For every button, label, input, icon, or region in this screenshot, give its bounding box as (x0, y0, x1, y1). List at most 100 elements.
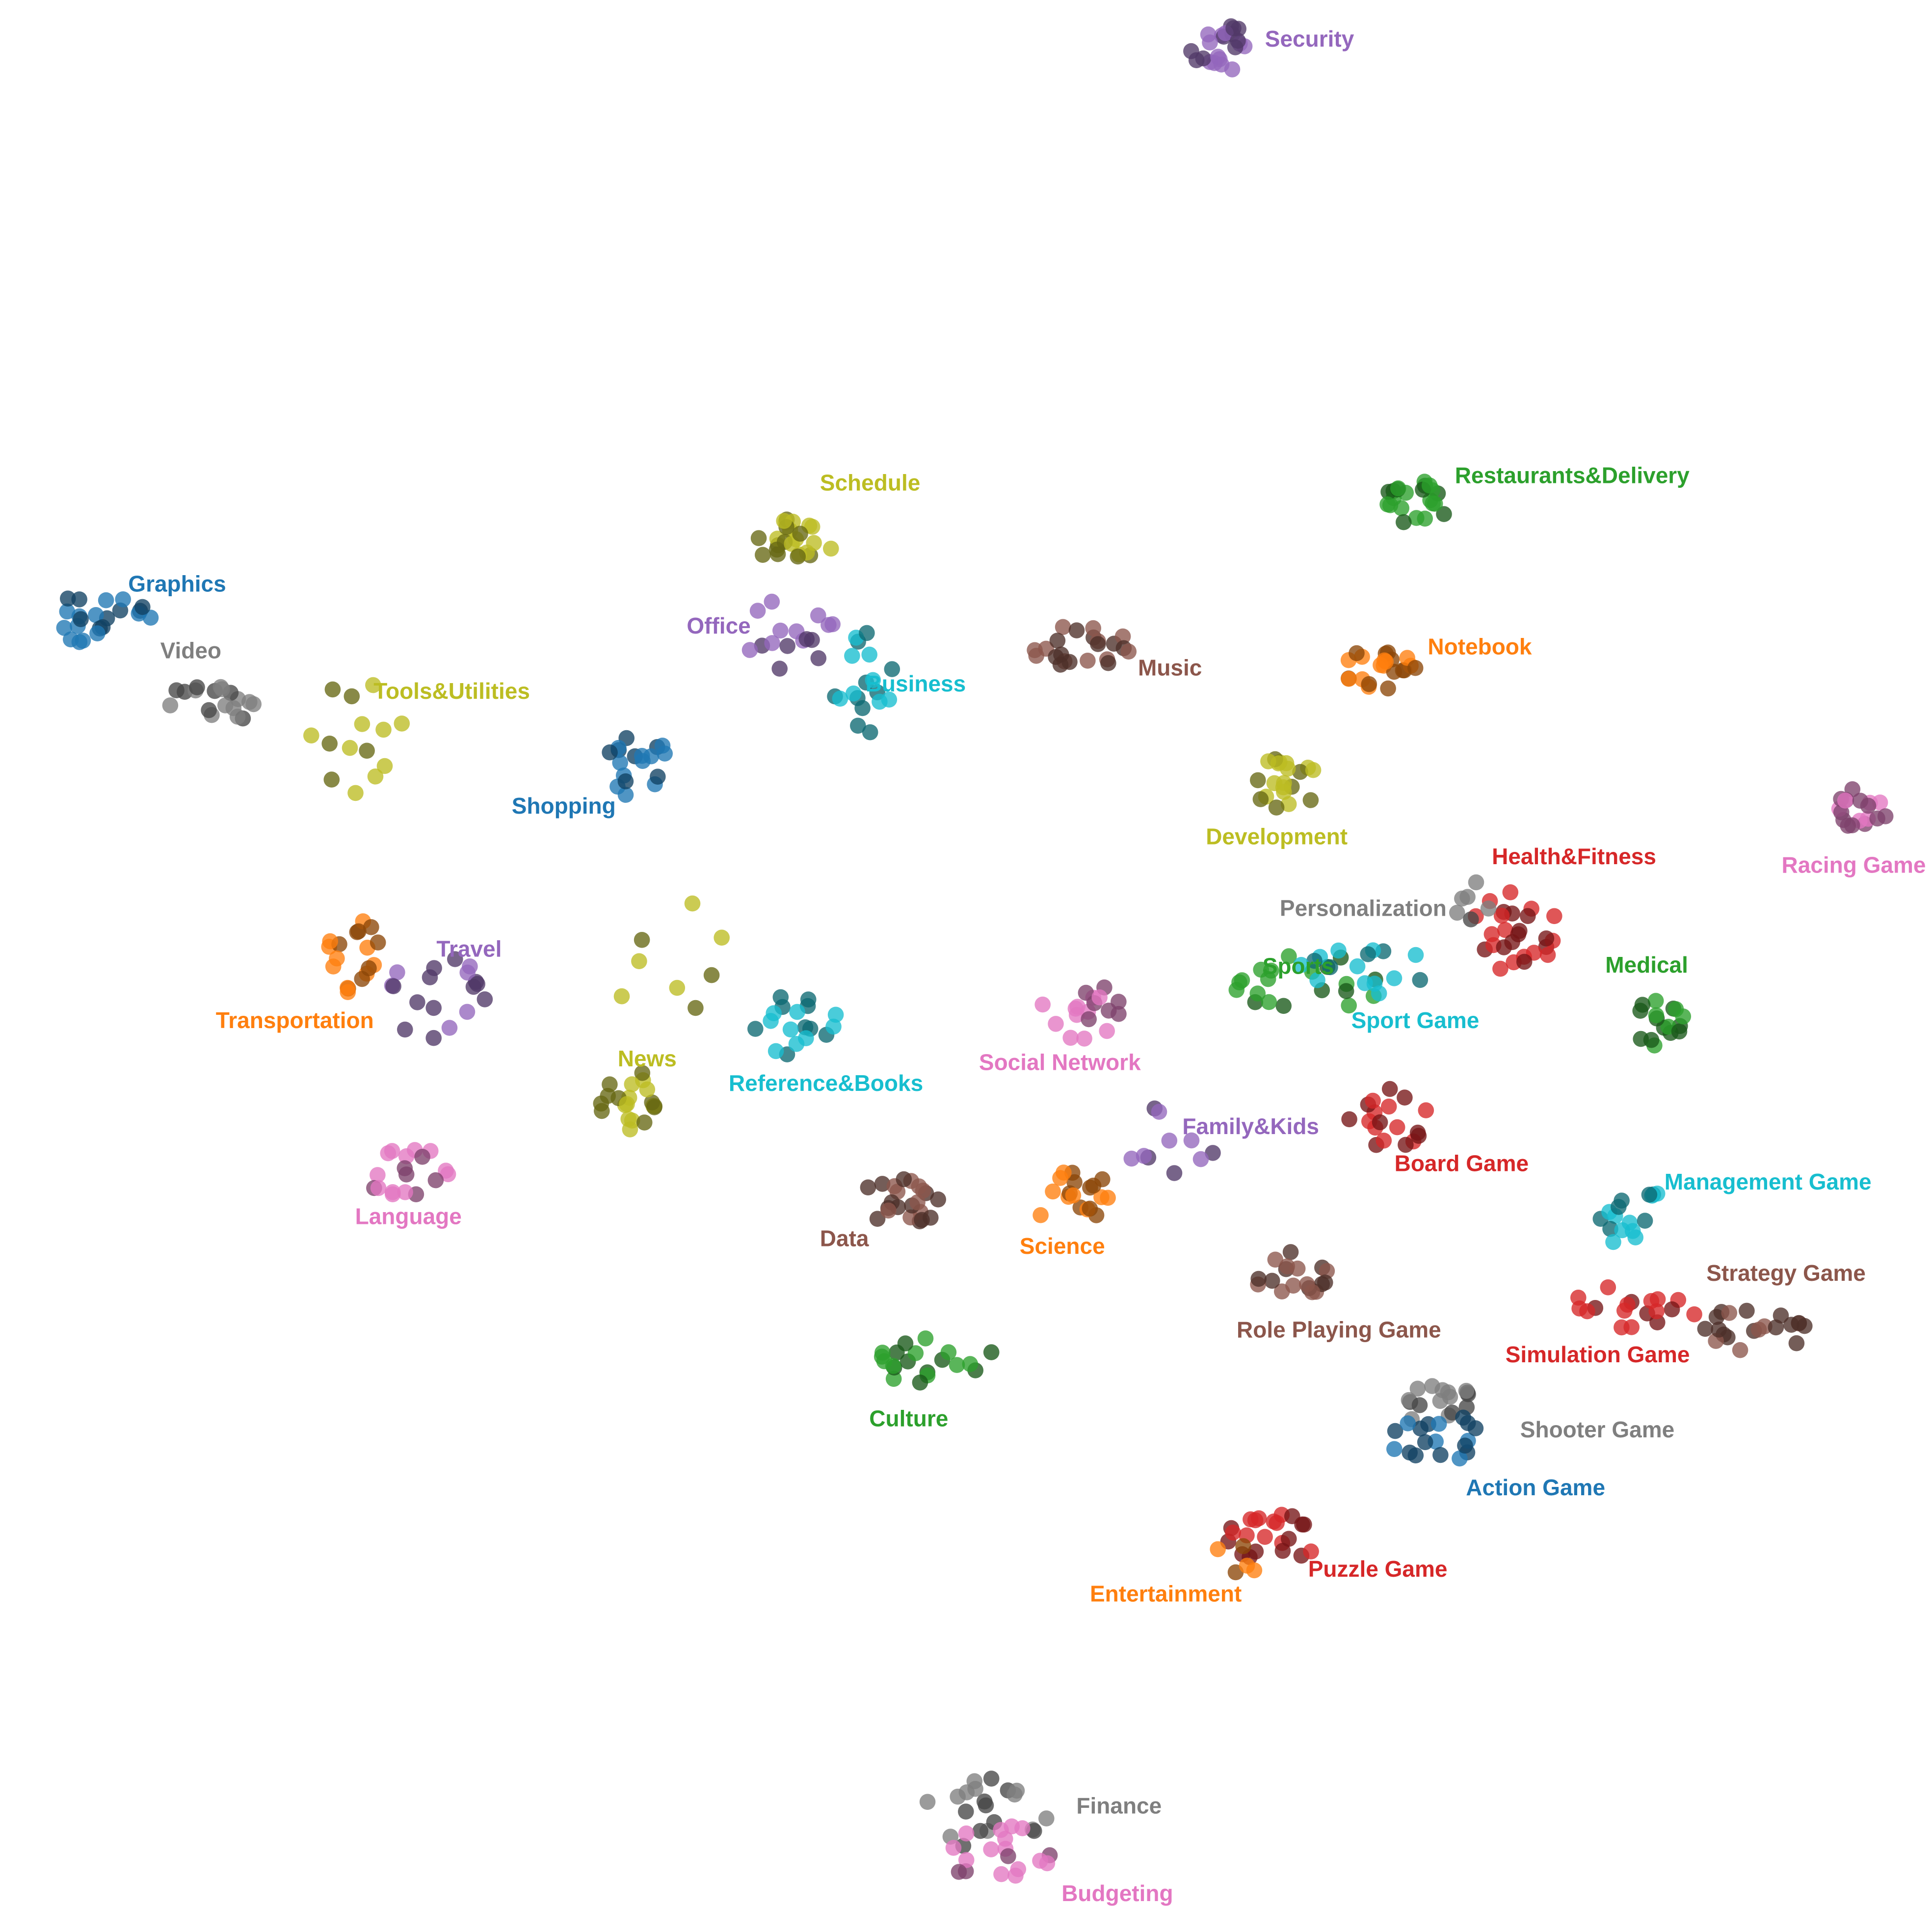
data-point (1123, 1150, 1140, 1167)
data-point (441, 1020, 458, 1036)
cluster-label: Business (866, 671, 966, 696)
data-point (885, 1371, 902, 1387)
data-point (56, 620, 73, 636)
data-point (1210, 49, 1226, 65)
data-point (1379, 496, 1396, 513)
data-point (350, 923, 367, 940)
data-point (790, 548, 806, 565)
data-point (911, 1178, 927, 1194)
data-point (1068, 1006, 1085, 1023)
data-point (860, 1179, 876, 1195)
data-point (1341, 1111, 1357, 1128)
data-point (414, 1149, 430, 1165)
data-point (1100, 655, 1116, 671)
data-point (764, 635, 780, 651)
data-point (1402, 1444, 1418, 1461)
cluster-label: Transportation (216, 1007, 374, 1033)
data-point (1648, 1303, 1665, 1320)
data-point (394, 715, 410, 732)
data-point (768, 1043, 784, 1059)
data-point (1039, 1855, 1056, 1872)
data-point (98, 592, 114, 609)
data-point (825, 1018, 842, 1035)
data-point (1648, 1007, 1665, 1024)
data-point (1400, 1415, 1416, 1431)
cluster-label: Language (355, 1203, 462, 1229)
data-point (897, 1335, 914, 1351)
data-point (789, 1004, 805, 1020)
data-point (703, 967, 720, 983)
data-point (771, 661, 788, 677)
data-point (862, 724, 878, 741)
data-point (323, 771, 340, 788)
data-point (1281, 948, 1297, 964)
data-point (1412, 972, 1429, 988)
data-point (1449, 904, 1465, 921)
data-point (1282, 1244, 1299, 1260)
data-point (1007, 1867, 1024, 1884)
data-point (1263, 962, 1279, 979)
data-point (1671, 1023, 1688, 1040)
data-point (1257, 1529, 1273, 1545)
data-point (1492, 960, 1509, 977)
data-point (398, 1166, 415, 1183)
cluster-label: Tools&Utilities (373, 678, 530, 704)
data-point (365, 677, 381, 693)
cluster-label: Schedule (820, 470, 921, 496)
data-point (1365, 1092, 1381, 1109)
data-point (1697, 1321, 1714, 1337)
data-point (958, 1803, 974, 1820)
data-point (1056, 1164, 1072, 1181)
data-point (1275, 998, 1292, 1014)
data-point (657, 745, 673, 762)
data-point (1436, 506, 1452, 522)
data-point (617, 773, 634, 790)
data-point (1611, 1199, 1627, 1215)
data-point (1276, 784, 1292, 800)
cluster-label: Family&Kids (1182, 1113, 1319, 1139)
data-point (909, 1194, 926, 1211)
data-point (397, 1184, 413, 1200)
data-point (375, 721, 392, 738)
data-point (880, 1202, 897, 1219)
data-point (71, 591, 87, 608)
data-point (876, 1353, 893, 1370)
data-point (1306, 953, 1323, 969)
data-point (1361, 676, 1377, 692)
data-point (1783, 1317, 1800, 1333)
data-point (1412, 1420, 1429, 1437)
data-point (1467, 1420, 1484, 1436)
data-point (1398, 1137, 1414, 1153)
data-point (865, 672, 881, 688)
data-point (874, 1176, 891, 1192)
data-point (1228, 982, 1245, 998)
data-point (1788, 1335, 1805, 1351)
data-point (810, 650, 827, 666)
data-point (1768, 1319, 1784, 1336)
data-point (1082, 1200, 1098, 1217)
data-point (1409, 1380, 1426, 1397)
data-point (189, 679, 205, 695)
data-point (63, 631, 79, 648)
data-point (1049, 633, 1066, 649)
data-point (376, 758, 393, 774)
data-point (1424, 1378, 1440, 1394)
data-point (1458, 1382, 1475, 1399)
data-point (1837, 793, 1853, 809)
data-point (764, 593, 780, 610)
data-point (792, 526, 808, 542)
data-point (397, 1021, 413, 1038)
data-point (884, 661, 900, 677)
data-point (619, 1096, 635, 1112)
data-point (217, 697, 234, 714)
cluster-label: Notebook (1428, 634, 1532, 660)
data-point (896, 1171, 912, 1188)
data-point (1396, 514, 1412, 530)
data-point (1667, 1001, 1684, 1017)
data-point (1600, 1279, 1616, 1296)
data-point (983, 1344, 1000, 1360)
data-point (1250, 1270, 1267, 1287)
data-point (1376, 1133, 1392, 1149)
data-point (636, 1114, 653, 1131)
data-point (1637, 1213, 1653, 1229)
